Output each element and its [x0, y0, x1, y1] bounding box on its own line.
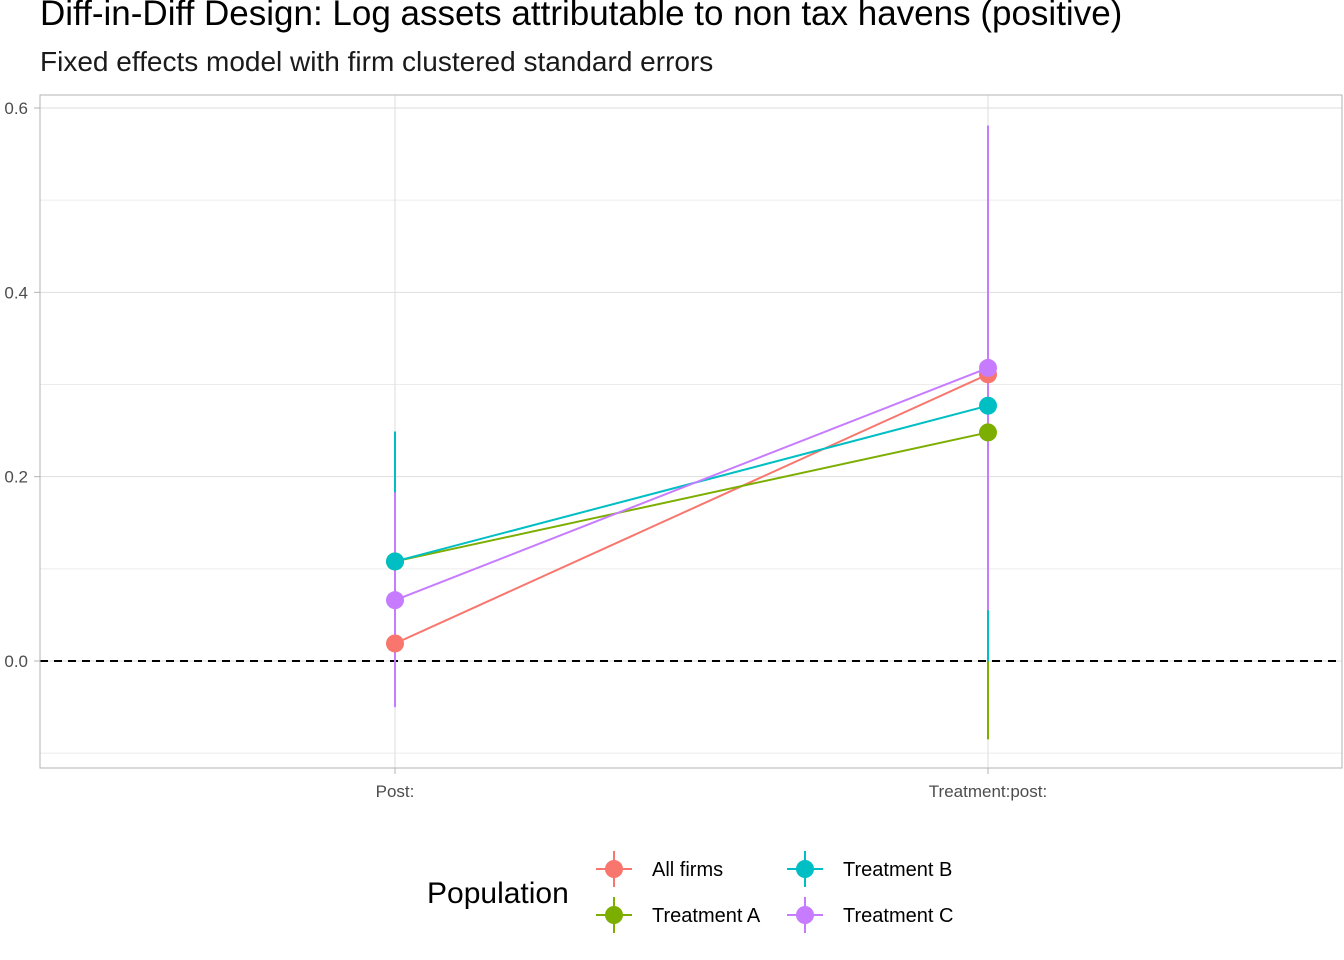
data-point-treatment-a — [979, 423, 997, 442]
data-point-treatment-b — [979, 396, 997, 415]
legend-key-treatment-c — [787, 897, 823, 933]
legend-key-point — [605, 860, 623, 878]
legend-key-point — [796, 860, 814, 878]
y-tick-label: 0.0 — [4, 652, 28, 671]
data-point-all-firms — [386, 634, 404, 653]
data-point-treatment-b — [386, 552, 404, 571]
points-layer — [386, 358, 997, 653]
data-point-treatment-c — [386, 591, 404, 610]
legend-label-treatment-c: Treatment C — [843, 905, 953, 927]
legend-label-treatment-a: Treatment A — [652, 905, 761, 927]
y-tick-label: 0.4 — [4, 283, 28, 302]
axis-layer: 0.0 0.2 0.4 0.6 Post: Treatment:post: — [4, 99, 1047, 801]
error-bars-layer — [394, 125, 989, 740]
chart-title: Diff-in-Diff Design: Log assets attribut… — [40, 0, 1123, 33]
legend-label-all-firms: All firms — [652, 859, 723, 881]
grid-layer — [40, 95, 1342, 768]
data-point-treatment-c — [979, 358, 997, 377]
panel-border — [39, 94, 1343, 769]
x-tick-label: Treatment:post: — [929, 782, 1047, 801]
legend-title: Population — [427, 877, 569, 910]
legend-key-point — [796, 906, 814, 924]
chart-subtitle: Fixed effects model with firm clustered … — [40, 46, 714, 77]
legend-key-treatment-b — [787, 851, 823, 887]
legend: Population All firms Treatment A Treatment … — [427, 851, 953, 933]
series-line-all-firms — [394, 373, 989, 645]
y-tick-label: 0.2 — [4, 468, 28, 487]
legend-key-point — [605, 906, 623, 924]
legend-key-treatment-a — [596, 897, 632, 933]
legend-key-all-firms — [596, 851, 632, 887]
y-tick-label: 0.6 — [4, 99, 28, 118]
x-tick-label: Post: — [376, 782, 415, 801]
legend-label-treatment-b: Treatment B — [843, 859, 952, 881]
series-lines-layer — [394, 366, 989, 645]
series-line-treatment-a — [394, 431, 989, 563]
series-line-treatment-c — [394, 366, 989, 602]
